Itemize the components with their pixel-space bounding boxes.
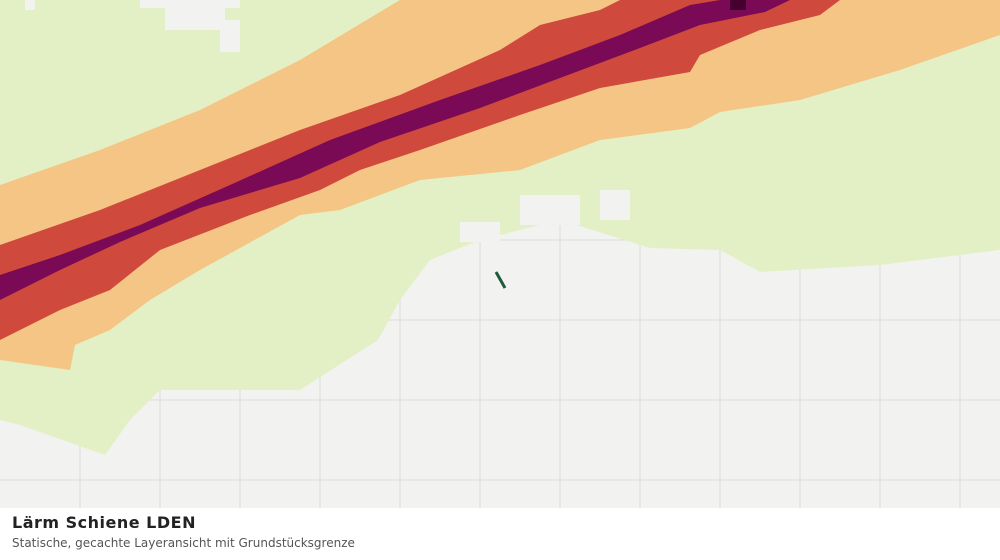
parcel-marker bbox=[494, 271, 507, 289]
layer-subtitle: Statische, gecachte Layeransicht mit Gru… bbox=[12, 536, 355, 550]
noise-zone-medium bbox=[0, 0, 1000, 370]
noise-zone-extreme bbox=[730, 0, 746, 10]
layer-title: Lärm Schiene LDEN bbox=[12, 513, 196, 532]
noise-gaps bbox=[25, 0, 630, 242]
map bbox=[0, 0, 1000, 508]
